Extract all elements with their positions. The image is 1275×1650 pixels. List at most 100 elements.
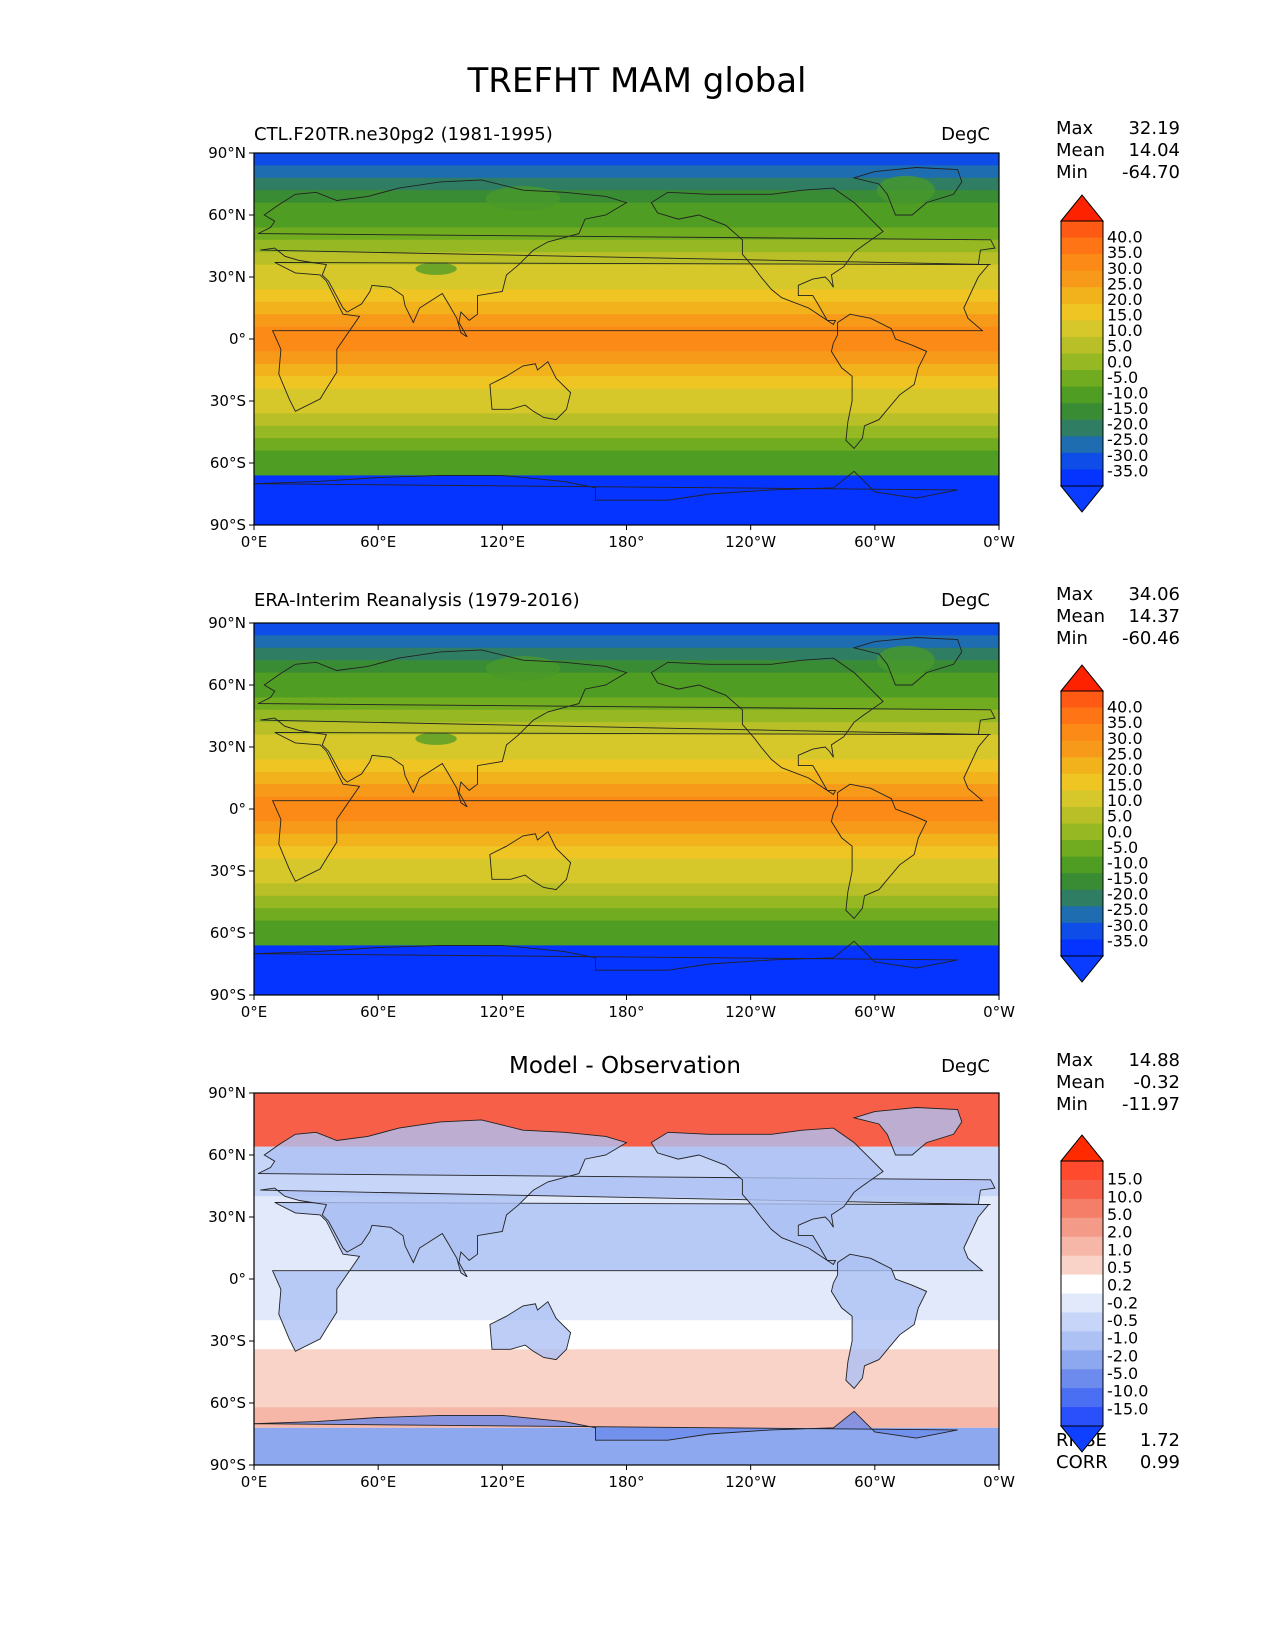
colorbar-segment — [1061, 773, 1103, 791]
stat-value: -60.46 — [1122, 628, 1180, 649]
field-band — [254, 314, 999, 328]
coastline — [852, 637, 963, 686]
colorbar-segment — [1061, 906, 1103, 924]
coastline — [852, 1107, 963, 1156]
colorbar-segment — [1061, 336, 1103, 354]
field-band — [254, 821, 999, 835]
colorbar-tick-label: 0.5 — [1107, 1258, 1132, 1277]
map-field — [253, 1092, 1000, 1466]
colorbar-tick-label: 20.0 — [1107, 760, 1143, 779]
field-band — [254, 796, 999, 810]
colorbar-tick-label: -35.0 — [1107, 931, 1148, 950]
colorbar-segment — [1061, 221, 1103, 238]
colorbar-tick-label: 35.0 — [1107, 713, 1143, 732]
lat-tick-label: 0° — [229, 330, 246, 348]
colorbar-tick-label: -25.0 — [1107, 900, 1148, 919]
coastline — [852, 167, 963, 216]
colorbar-tick-label: 10.0 — [1107, 1187, 1143, 1206]
stat-label: Max — [1056, 1050, 1094, 1071]
stat-value: 14.04 — [1128, 140, 1180, 161]
lat-tick-label: 60°N — [208, 206, 246, 224]
field-band — [254, 512, 999, 525]
colorbar-tick-label: -5.0 — [1107, 368, 1138, 387]
colorbar-segment — [1061, 270, 1103, 288]
coastline — [830, 313, 928, 450]
colorbar-tick-label: -0.2 — [1107, 1293, 1138, 1312]
lon-tick-label: 0°W — [983, 1003, 1015, 1021]
field-band — [254, 425, 999, 439]
colorbar-segment — [1061, 856, 1103, 874]
coastline — [257, 179, 996, 338]
latitude-ticks: 90°N 60°N 30°N 0° 30°S 60°S 90°S — [208, 144, 254, 534]
stat-label: Min — [1056, 628, 1088, 649]
field-band — [254, 833, 999, 847]
panel-difference: Model - Observation DegC 90°N 60°N 30°N 0° 3… — [208, 1050, 1180, 1491]
corr-value: 0.99 — [1140, 1452, 1180, 1473]
lon-tick-label: 60°W — [854, 1003, 896, 1021]
field-band — [254, 883, 999, 897]
field-band — [254, 177, 999, 191]
lon-tick-label: 180° — [608, 1473, 644, 1491]
coastline — [489, 1300, 572, 1361]
corr-label: CORR — [1056, 1452, 1108, 1473]
field-band — [254, 771, 999, 785]
lon-tick-label: 120°E — [480, 1473, 526, 1491]
field-band — [254, 277, 999, 290]
colorbar-segment — [1061, 1350, 1103, 1370]
colorbar-tick-label: -10.0 — [1107, 383, 1148, 402]
colorbar-segment — [1061, 469, 1103, 487]
field-band — [254, 920, 999, 934]
colorbar: 15.010.05.02.01.00.50.2-0.2-0.5-1.0-2.0-… — [1059, 1134, 1148, 1453]
colorbar-segment — [1061, 724, 1103, 742]
colorbar-tick-label: 15.0 — [1107, 306, 1143, 325]
lat-tick-label: 90°N — [208, 614, 246, 632]
colorbar-segment — [1061, 1217, 1103, 1238]
field-band — [254, 239, 999, 253]
coastline — [650, 657, 884, 796]
coastline — [254, 940, 958, 995]
field-anomaly — [485, 656, 561, 681]
colorbar-tick-label: 5.0 — [1107, 337, 1132, 356]
colorbar-tick-label: 5.0 — [1107, 1205, 1132, 1224]
colorbar-tick-label: 0.0 — [1107, 352, 1132, 371]
lat-tick-label: 90°N — [208, 1084, 246, 1102]
coastline — [254, 1410, 958, 1465]
field-band — [254, 301, 999, 315]
colorbar-segment — [1061, 1236, 1103, 1257]
colorbar-segment — [1061, 691, 1103, 708]
field-band — [254, 933, 999, 946]
lon-tick-label: 60°W — [854, 533, 896, 551]
colorbar-segment — [1061, 436, 1103, 454]
stat-label: Max — [1056, 118, 1094, 139]
colorbar-tick-label: -0.5 — [1107, 1311, 1138, 1330]
panel-left-title: CTL.F20TR.ne30pg2 (1981-1995) — [254, 124, 553, 145]
colorbar-tick-label: 25.0 — [1107, 274, 1143, 293]
field-band — [254, 672, 999, 686]
colorbar-segment — [1061, 1274, 1103, 1294]
colorbar-segment — [1061, 790, 1103, 808]
field-band — [254, 846, 999, 860]
colorbar-tick-label: 1.0 — [1107, 1240, 1132, 1259]
colorbar-tick-label: 35.0 — [1107, 243, 1143, 262]
colorbar-segment — [1061, 922, 1103, 940]
coastline — [650, 1127, 884, 1266]
field-band — [254, 438, 999, 452]
stat-label: Mean — [1056, 1072, 1105, 1093]
colorbar-segment — [1061, 757, 1103, 775]
rmse-value: 1.72 — [1140, 1430, 1180, 1451]
colorbar-segment — [1061, 823, 1103, 841]
lat-tick-label: 0° — [229, 800, 246, 818]
colorbar-tick-label: -2.0 — [1107, 1346, 1138, 1365]
field-band — [254, 202, 999, 216]
stats-block: Max 14.88 Mean -0.32 Min -11.97 — [1056, 1050, 1180, 1115]
field-band — [254, 895, 999, 909]
colorbar-tick-label: 5.0 — [1107, 807, 1132, 826]
field-band — [254, 500, 999, 514]
colorbar-tick-label: -25.0 — [1107, 430, 1148, 449]
panel-model: CTL.F20TR.ne30pg2 (1981-1995) DegC 90°N 6… — [208, 118, 1180, 551]
lon-tick-label: 60°E — [360, 1473, 396, 1491]
field-band — [254, 858, 999, 872]
colorbar-segment — [1061, 1293, 1103, 1313]
field-band — [254, 413, 999, 427]
